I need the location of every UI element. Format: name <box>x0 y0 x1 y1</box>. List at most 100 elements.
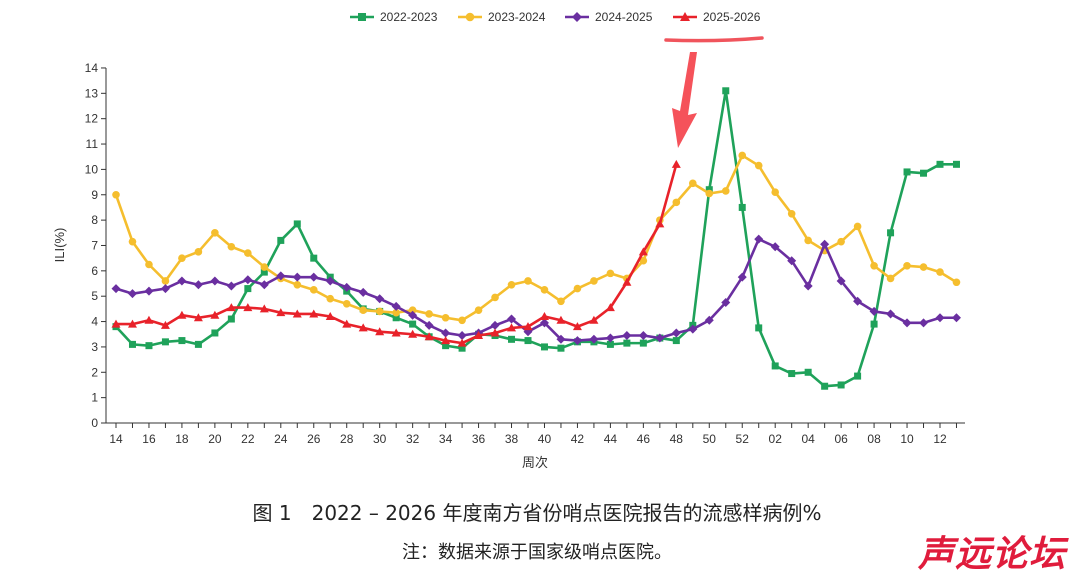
data-point <box>853 222 862 231</box>
x-tick-label: 46 <box>637 432 651 446</box>
data-point <box>458 316 466 325</box>
data-point <box>244 285 252 293</box>
data-point <box>557 344 565 352</box>
data-point <box>408 306 417 314</box>
data-point <box>689 179 697 188</box>
data-point <box>408 329 418 338</box>
data-point <box>507 314 517 324</box>
data-point <box>590 277 598 285</box>
data-point <box>276 308 286 317</box>
y-tick-label: 3 <box>91 340 98 354</box>
x-tick-label: 16 <box>142 432 156 446</box>
x-tick-label: 06 <box>834 432 848 446</box>
data-point <box>623 339 631 347</box>
data-point <box>425 310 433 318</box>
data-point <box>424 320 434 330</box>
data-point <box>112 190 120 199</box>
data-point <box>606 340 614 348</box>
data-point <box>705 189 714 198</box>
legend-item[interactable]: 2023-2024 <box>458 10 546 24</box>
figure-note: 注：数据来源于国家级哨点医院。 <box>402 542 672 563</box>
data-point <box>226 281 236 291</box>
data-point <box>457 331 467 341</box>
data-point <box>836 276 846 286</box>
data-point <box>508 335 516 343</box>
data-point <box>358 323 368 332</box>
legend-item[interactable]: 2024-2025 <box>565 10 653 24</box>
site-logo: 声远论坛 <box>917 534 1066 575</box>
figure-caption: 图 1 2022 – 2026 年度南方省份哨点医院报告的流感样病例% <box>252 501 822 525</box>
data-point <box>556 334 566 344</box>
series-2024-2025 <box>111 234 961 346</box>
data-point <box>127 319 137 328</box>
data-point <box>342 319 352 328</box>
data-point <box>243 275 253 285</box>
x-tick-label: 02 <box>769 432 783 446</box>
x-tick-label: 40 <box>538 432 552 446</box>
data-point <box>572 336 582 346</box>
x-tick-label: 08 <box>867 432 881 446</box>
data-point <box>589 315 599 324</box>
data-point <box>737 272 747 282</box>
data-point <box>441 336 451 345</box>
data-point <box>721 187 730 195</box>
data-point <box>771 362 779 370</box>
data-point <box>424 332 434 341</box>
x-tick-label: 36 <box>472 432 486 446</box>
data-point <box>524 277 532 285</box>
data-point <box>111 284 121 294</box>
data-point <box>144 286 154 296</box>
series-2025-2026 <box>111 159 681 347</box>
data-point <box>160 284 170 294</box>
data-point <box>671 159 681 168</box>
data-point <box>738 203 746 211</box>
data-point <box>392 308 400 317</box>
data-point <box>227 315 235 323</box>
legend-label: 2022-2023 <box>380 10 438 24</box>
data-point <box>490 328 500 337</box>
y-tick-label: 14 <box>85 61 99 75</box>
data-point <box>161 277 170 285</box>
series-2023-2024 <box>112 151 961 325</box>
data-point <box>887 229 895 237</box>
x-tick-label: 50 <box>703 432 717 446</box>
data-point <box>293 280 302 289</box>
data-point <box>408 310 418 320</box>
data-point <box>936 160 944 168</box>
data-point <box>523 322 533 331</box>
data-point <box>655 333 665 343</box>
data-point <box>128 340 136 348</box>
data-point <box>210 310 220 319</box>
data-point <box>244 249 252 257</box>
x-tick-label: 12 <box>933 432 947 446</box>
x-tick-label: 22 <box>241 432 255 446</box>
data-point <box>524 337 532 345</box>
y-tick-label: 7 <box>91 238 98 252</box>
data-point <box>260 268 268 276</box>
data-point <box>260 263 269 271</box>
data-point <box>293 220 301 228</box>
data-point <box>358 287 368 297</box>
data-point <box>309 272 319 282</box>
data-point <box>507 323 517 332</box>
data-point <box>178 337 186 345</box>
y-tick-label: 6 <box>91 264 98 278</box>
data-point <box>680 12 690 21</box>
data-point <box>788 370 796 378</box>
data-point <box>127 289 137 299</box>
x-tick-label: 24 <box>274 432 288 446</box>
data-point <box>672 198 681 207</box>
data-point <box>145 342 153 350</box>
data-point <box>655 219 665 228</box>
legend-item[interactable]: 2025-2026 <box>673 10 761 24</box>
data-point <box>639 339 647 347</box>
data-point <box>226 303 236 312</box>
data-point <box>507 280 516 289</box>
data-point <box>952 278 961 287</box>
data-point <box>920 169 928 177</box>
data-point <box>572 322 582 331</box>
data-point <box>325 276 335 286</box>
data-point <box>342 300 351 308</box>
legend-item[interactable]: 2022-2023 <box>350 10 438 24</box>
x-tick-label: 48 <box>670 432 684 446</box>
